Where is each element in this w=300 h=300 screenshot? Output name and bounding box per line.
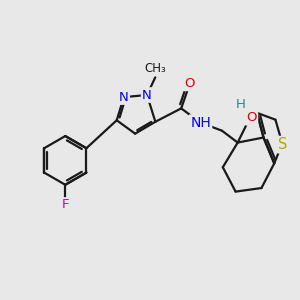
Text: H: H — [236, 98, 245, 111]
Text: S: S — [278, 137, 287, 152]
Text: F: F — [61, 199, 69, 212]
Text: O: O — [184, 77, 194, 90]
Text: N: N — [142, 88, 152, 101]
Text: N: N — [119, 91, 129, 103]
Text: O: O — [246, 111, 257, 124]
Text: NH: NH — [190, 116, 211, 130]
Text: CH₃: CH₃ — [145, 62, 166, 75]
